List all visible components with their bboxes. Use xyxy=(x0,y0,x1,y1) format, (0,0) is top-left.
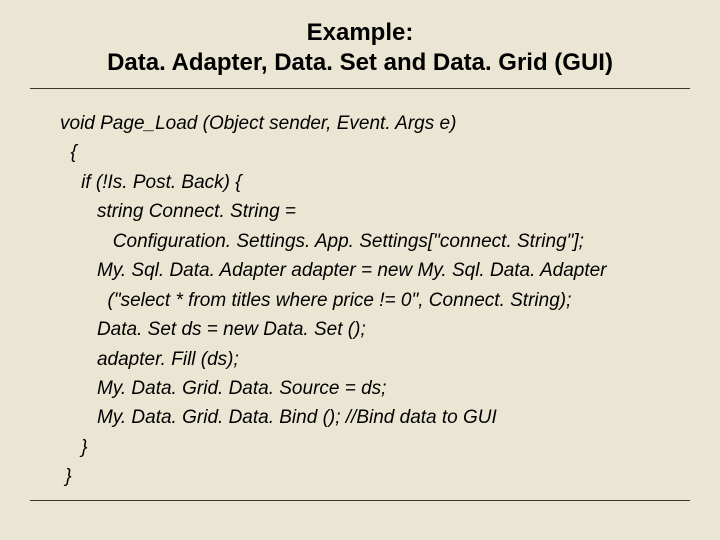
code-block: void Page_Load (Object sender, Event. Ar… xyxy=(30,89,690,492)
code-line: ("select * from titles where price != 0"… xyxy=(60,286,690,315)
code-line: { xyxy=(60,138,690,167)
title-line-2: Data. Adapter, Data. Set and Data. Grid … xyxy=(30,48,690,78)
code-line: My. Sql. Data. Adapter adapter = new My.… xyxy=(60,256,690,285)
code-line: Data. Set ds = new Data. Set (); xyxy=(60,315,690,344)
code-line: Configuration. Settings. App. Settings["… xyxy=(60,227,690,256)
code-line: string Connect. String = xyxy=(60,197,690,226)
divider-bottom xyxy=(30,500,690,501)
code-line: My. Data. Grid. Data. Bind (); //Bind da… xyxy=(60,403,690,432)
code-line: My. Data. Grid. Data. Source = ds; xyxy=(60,374,690,403)
slide: Example: Data. Adapter, Data. Set and Da… xyxy=(0,0,720,540)
code-line: } xyxy=(60,433,690,462)
title-line-1: Example: xyxy=(30,18,690,48)
code-line: void Page_Load (Object sender, Event. Ar… xyxy=(60,109,690,138)
code-line: } xyxy=(60,462,690,491)
code-line: if (!Is. Post. Back) { xyxy=(60,168,690,197)
slide-title: Example: Data. Adapter, Data. Set and Da… xyxy=(30,18,690,78)
code-line: adapter. Fill (ds); xyxy=(60,345,690,374)
